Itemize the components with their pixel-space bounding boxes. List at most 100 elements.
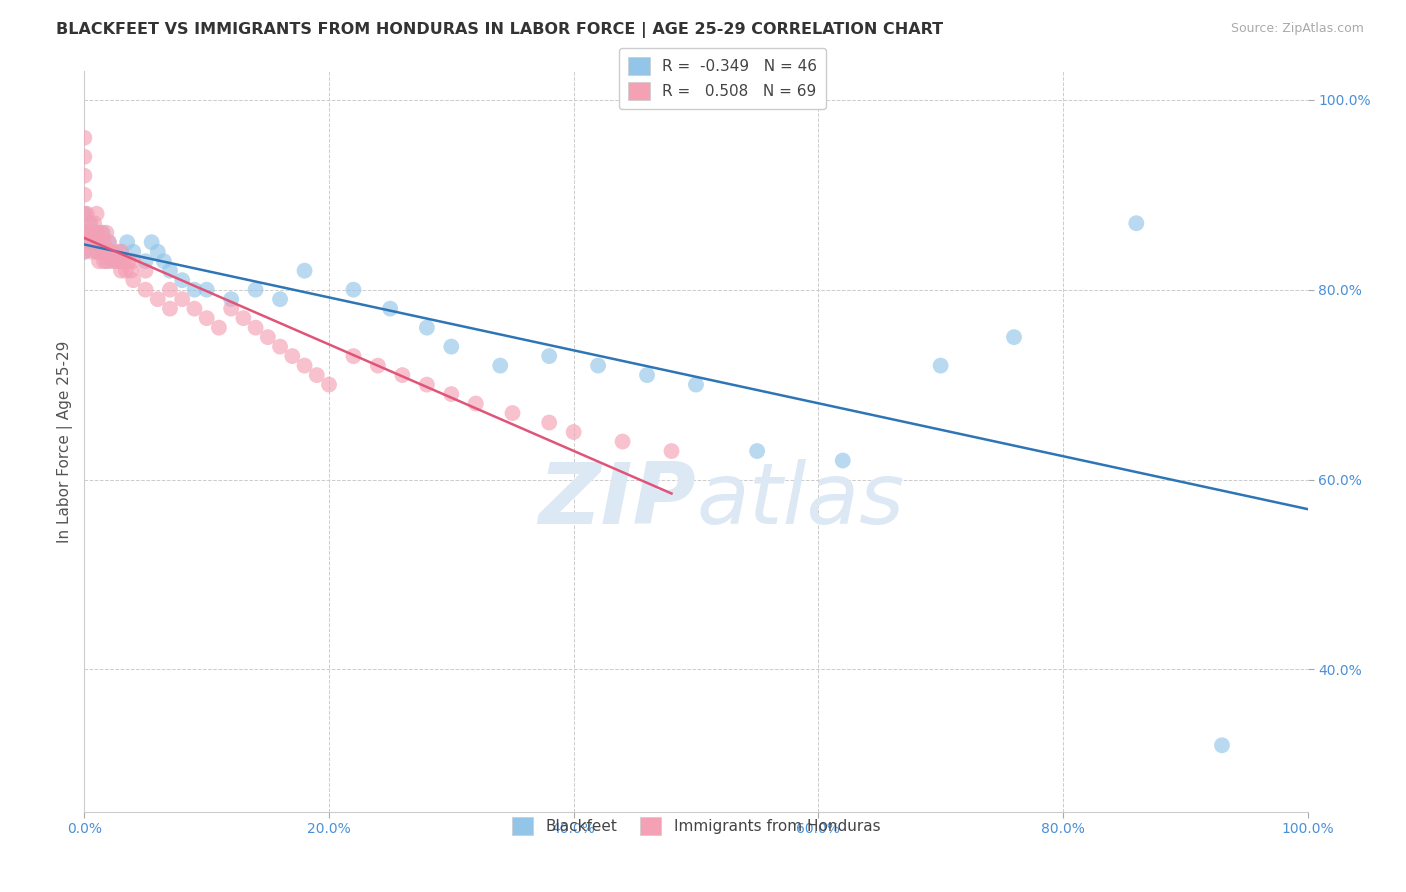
Point [612, 434, 634, 449]
Point [86, 207, 108, 221]
Point [440, 387, 463, 401]
Point [380, 301, 402, 316]
Point [112, 254, 135, 268]
Point [538, 349, 561, 363]
Point [93, 235, 115, 250]
Point [110, 244, 132, 259]
Point [73, 244, 96, 259]
Point [172, 273, 194, 287]
Point [86, 244, 108, 259]
Point [73, 226, 96, 240]
Point [79, 235, 101, 250]
Point [77, 216, 100, 230]
Point [79, 216, 101, 230]
Point [80, 244, 103, 259]
Point [141, 235, 163, 250]
Point [87, 254, 110, 268]
Point [135, 283, 157, 297]
Point [269, 292, 291, 306]
Point [115, 263, 138, 277]
Point [135, 263, 157, 277]
Point [73, 130, 96, 145]
Point [117, 254, 139, 268]
Point [195, 283, 218, 297]
Point [73, 207, 96, 221]
Point [183, 283, 205, 297]
Point [1211, 739, 1233, 753]
Point [219, 301, 242, 316]
Text: ZIP: ZIP [538, 459, 696, 542]
Point [159, 283, 181, 297]
Point [87, 235, 110, 250]
Point [318, 377, 340, 392]
Point [96, 244, 118, 259]
Point [86, 226, 108, 240]
Point [208, 320, 231, 334]
Point [135, 254, 157, 268]
Point [115, 235, 138, 250]
Point [1125, 216, 1147, 230]
Point [110, 263, 132, 277]
Point [489, 359, 512, 373]
Point [502, 406, 524, 420]
Point [1002, 330, 1025, 344]
Point [104, 254, 127, 268]
Point [661, 444, 683, 458]
Point [77, 235, 100, 250]
Point [110, 254, 132, 268]
Point [110, 244, 132, 259]
Point [90, 226, 112, 240]
Point [159, 263, 181, 277]
Point [120, 263, 142, 277]
Point [183, 301, 205, 316]
Point [93, 254, 115, 268]
Point [172, 292, 194, 306]
Point [73, 150, 96, 164]
Point [342, 349, 364, 363]
Point [562, 425, 585, 439]
Point [269, 340, 291, 354]
Legend: Blackfeet, Immigrants from Honduras: Blackfeet, Immigrants from Honduras [506, 811, 886, 841]
Text: atlas: atlas [696, 459, 904, 542]
Point [97, 235, 120, 250]
Point [90, 244, 112, 259]
Y-axis label: In Labor Force | Age 25-29: In Labor Force | Age 25-29 [58, 341, 73, 542]
Point [391, 368, 413, 383]
Point [367, 359, 389, 373]
Point [146, 244, 169, 259]
Text: Source: ZipAtlas.com: Source: ZipAtlas.com [1230, 22, 1364, 36]
Point [80, 226, 103, 240]
Point [86, 244, 108, 259]
Point [929, 359, 952, 373]
Point [219, 292, 242, 306]
Point [232, 311, 254, 326]
Point [416, 377, 439, 392]
Point [122, 244, 145, 259]
Point [245, 283, 267, 297]
Point [76, 226, 98, 240]
Point [685, 377, 707, 392]
Point [586, 359, 609, 373]
Point [83, 216, 105, 230]
Point [86, 226, 108, 240]
Point [305, 368, 328, 383]
Point [257, 330, 280, 344]
Point [831, 453, 853, 467]
Point [87, 235, 110, 250]
Point [107, 254, 129, 268]
Point [464, 396, 486, 410]
Point [122, 254, 145, 268]
Text: BLACKFEET VS IMMIGRANTS FROM HONDURAS IN LABOR FORCE | AGE 25-29 CORRELATION CHA: BLACKFEET VS IMMIGRANTS FROM HONDURAS IN… [56, 22, 943, 38]
Point [91, 226, 114, 240]
Point [538, 416, 561, 430]
Point [83, 235, 105, 250]
Point [76, 207, 98, 221]
Point [294, 359, 316, 373]
Point [96, 254, 118, 268]
Point [73, 169, 96, 183]
Point [83, 226, 105, 240]
Point [440, 340, 463, 354]
Point [100, 244, 122, 259]
Point [159, 301, 181, 316]
Point [281, 349, 304, 363]
